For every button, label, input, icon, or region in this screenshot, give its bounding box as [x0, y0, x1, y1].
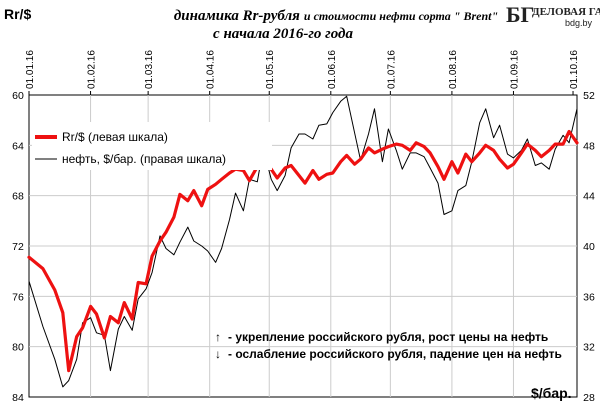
date-tick-label: 01.01.16	[25, 50, 36, 89]
right-axis-label: $/бар.	[531, 385, 572, 401]
left-tick-label: 64	[12, 140, 24, 152]
logo-mark: БГ	[506, 2, 535, 27]
legend-label-rub: Rr/$ (левая шкала)	[62, 130, 168, 144]
date-tick-label: 01.07.16	[386, 50, 397, 89]
title-rest: и стоимости нефти сорта " Brent"	[304, 9, 498, 23]
left-tick-label: 68	[12, 191, 24, 203]
notes: ↑ - укрепление российского рубля, рост ц…	[215, 330, 562, 361]
logo-site: bdg.by	[565, 18, 593, 28]
chart-subtitle: с начала 2016-го года	[213, 26, 353, 42]
date-tick-labels: 01.01.16 01.02.16 01.03.16 01.04.16 01.05.16…	[25, 50, 580, 89]
date-tick-label: 01.02.16	[87, 50, 98, 89]
oil-series-line	[28, 95, 578, 388]
legend: Rr/$ (левая шкала) нефть, $/бар. (правая…	[32, 122, 272, 170]
date-tick-label: 01.05.16	[265, 50, 276, 89]
right-tick-label: 52	[583, 90, 595, 102]
title-main: динамика Rr-рубля	[174, 8, 300, 24]
right-tick-label: 48	[583, 140, 595, 152]
date-tick-label: 01.10.16	[569, 50, 580, 89]
right-tick-label: 40	[583, 241, 595, 253]
date-tick-label: 01.09.16	[509, 50, 520, 89]
left-tick-label: 84	[12, 392, 24, 404]
left-tick-label: 60	[12, 90, 24, 102]
date-tick-label: 01.03.16	[144, 50, 155, 89]
logo-name: ДЕЛОВАЯ ГАЗЕТА	[532, 6, 600, 18]
note-up-arrow: ↑	[215, 330, 221, 344]
left-tick-label: 76	[12, 291, 24, 303]
right-tick-label: 28	[583, 392, 595, 404]
right-axis-ticks: 28 32 36 40 44 48 52	[583, 90, 595, 404]
note-down-text: - ослабление российского рубля, падение …	[228, 347, 562, 361]
date-tick-label: 01.08.16	[448, 50, 459, 89]
logo: БГ ДЕЛОВАЯ ГАЗЕТА bdg.by	[506, 2, 600, 28]
left-axis-label: Rr/$	[4, 6, 31, 22]
rub-series-line	[27, 129, 579, 373]
left-tick-label: 72	[12, 241, 24, 253]
right-tick-label: 44	[583, 191, 595, 203]
left-tick-label: 80	[12, 342, 24, 354]
series-layer	[27, 95, 579, 388]
date-tick-label: 01.06.16	[327, 50, 338, 89]
legend-label-oil: нефть, $/бар. (правая шкала)	[62, 152, 226, 166]
legend-box	[32, 122, 272, 170]
date-tick-label: 01.04.16	[206, 50, 217, 89]
note-up-text: - укрепление российского рубля, рост цен…	[228, 330, 548, 344]
note-down-arrow: ↓	[215, 347, 221, 361]
right-tick-label: 36	[583, 291, 595, 303]
chart-title: динамика Rr-рубля и стоимости нефти сорта…	[174, 8, 498, 24]
right-tick-label: 32	[583, 342, 595, 354]
left-axis-ticks: 60 64 68 72 76 80 84	[12, 90, 24, 404]
